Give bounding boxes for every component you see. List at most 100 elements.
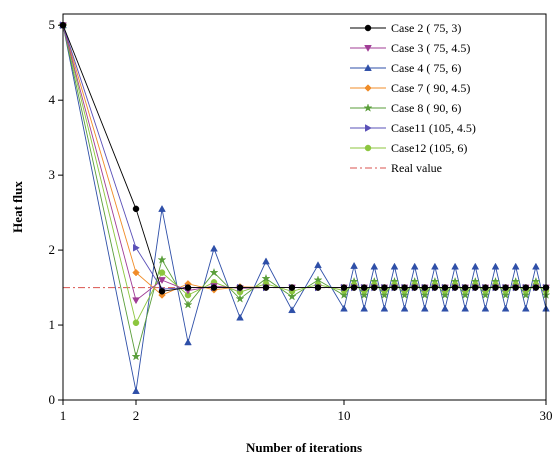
y-tick-label: 4 [49, 92, 56, 107]
data-point [472, 284, 479, 291]
data-point [287, 291, 297, 301]
data-point [441, 304, 449, 312]
legend-label: Case12 (105, 6) [391, 141, 467, 155]
data-point [482, 284, 489, 291]
data-point [236, 313, 244, 321]
data-point [314, 284, 322, 291]
data-point [502, 284, 509, 291]
data-point [132, 205, 140, 213]
legend-item: Case11 (105, 4.5) [350, 121, 476, 135]
data-point [461, 284, 469, 291]
legend-item: Case 2 ( 75, 3) [350, 21, 461, 35]
legend-marker [364, 144, 372, 152]
y-tick-label: 5 [49, 17, 56, 32]
y-tick-label: 1 [49, 317, 56, 332]
data-point [132, 268, 140, 277]
series-line [62, 25, 546, 302]
data-point [391, 284, 398, 291]
data-point [480, 290, 490, 299]
data-point [132, 319, 140, 327]
data-point [371, 284, 378, 291]
data-point [451, 284, 459, 291]
series-line [62, 25, 547, 357]
data-point [359, 290, 369, 299]
data-point [157, 254, 167, 264]
data-point [492, 284, 499, 291]
data-point [420, 290, 430, 299]
data-point [420, 304, 429, 312]
data-point [461, 304, 470, 312]
data-point [501, 290, 511, 299]
data-point [380, 304, 389, 312]
legend-item: Case 3 ( 75, 4.5) [350, 41, 470, 55]
data-point [314, 261, 322, 269]
x-tick-label: 30 [540, 408, 553, 423]
data-point [421, 284, 429, 291]
y-tick-label: 2 [49, 242, 56, 257]
data-point [340, 284, 348, 291]
data-point [235, 293, 245, 303]
legend-marker [364, 24, 372, 32]
data-point [262, 257, 270, 265]
legend-marker [365, 124, 372, 132]
data-point [400, 304, 409, 312]
data-point [210, 244, 218, 252]
legend-marker [364, 45, 372, 52]
data-point [184, 284, 192, 291]
data-point [401, 284, 408, 291]
data-point [210, 284, 218, 291]
data-point [131, 351, 141, 361]
legend-label: Case11 (105, 4.5) [391, 121, 476, 135]
data-point [158, 204, 166, 212]
series-6 [60, 21, 550, 293]
legend-item: Case 8 ( 90, 6) [350, 101, 461, 115]
data-point [236, 284, 244, 291]
legend-label: Real value [391, 161, 442, 175]
legend-marker [363, 103, 373, 112]
series-4 [59, 21, 550, 299]
data-point [132, 387, 140, 394]
data-point [460, 290, 470, 299]
x-tick-label: 1 [60, 408, 67, 423]
data-point [288, 306, 296, 314]
legend-label: Case 7 ( 90, 4.5) [391, 81, 470, 95]
legend-marker [364, 64, 372, 71]
data-point [512, 284, 519, 291]
data-point [431, 284, 439, 291]
data-point [209, 267, 219, 277]
legend-item: Case 4 ( 75, 6) [350, 61, 461, 75]
data-point [379, 290, 389, 299]
data-point [158, 288, 166, 295]
legend-label: Case 8 ( 90, 6) [391, 101, 461, 115]
data-point [441, 284, 449, 291]
data-point [501, 304, 510, 312]
data-point [370, 262, 379, 270]
legend-item: Case 7 ( 90, 4.5) [350, 81, 470, 95]
data-point [471, 262, 480, 270]
x-axis-title: Number of iterations [246, 440, 362, 455]
legend: Case 2 ( 75, 3) Case 3 ( 75, 4.5) Case 4 (… [350, 21, 476, 175]
data-point [522, 284, 530, 291]
data-point [340, 304, 348, 312]
y-tick-label: 0 [49, 392, 56, 407]
y-axis-title: Heat flux [10, 181, 25, 233]
data-point [261, 273, 271, 283]
x-tick-label: 10 [338, 408, 351, 423]
data-point [339, 290, 349, 299]
data-point [158, 269, 166, 276]
data-point [390, 262, 399, 270]
data-point [411, 284, 418, 291]
data-point [511, 262, 520, 270]
legend-label: Case 3 ( 75, 4.5) [391, 41, 470, 55]
data-point [184, 338, 192, 346]
plot-frame [62, 13, 547, 401]
series-line [62, 25, 546, 292]
data-point [431, 262, 439, 270]
y-tick-label: 3 [49, 167, 56, 182]
data-point [521, 290, 531, 299]
data-point [532, 284, 540, 291]
series-line [62, 25, 547, 325]
data-point [288, 284, 296, 291]
x-tick-label: 2 [133, 408, 140, 423]
